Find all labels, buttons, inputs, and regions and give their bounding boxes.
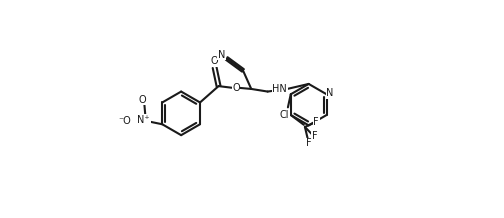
Text: O: O — [232, 83, 240, 93]
Text: F: F — [306, 138, 312, 148]
Text: N: N — [326, 88, 334, 98]
Text: O: O — [211, 56, 218, 66]
Text: HN: HN — [272, 84, 287, 94]
Text: F: F — [313, 117, 319, 126]
Text: Cl: Cl — [279, 110, 289, 120]
Text: ⁻O: ⁻O — [119, 116, 132, 126]
Text: N: N — [218, 49, 225, 60]
Text: O: O — [139, 95, 147, 105]
Text: N⁺: N⁺ — [138, 115, 150, 125]
Text: F: F — [312, 131, 318, 141]
